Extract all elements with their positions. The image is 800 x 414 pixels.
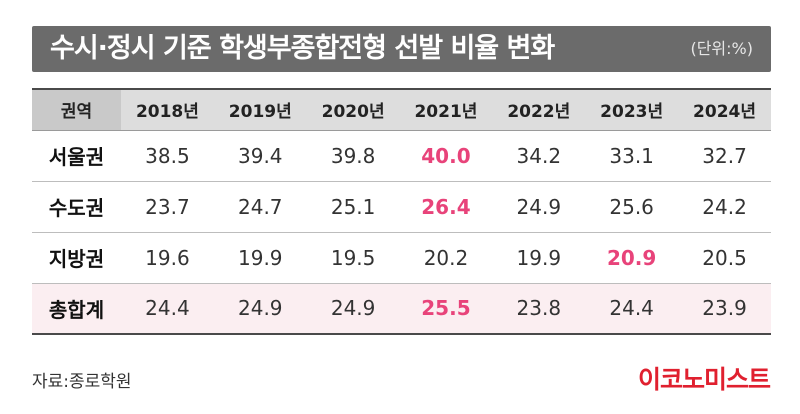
table-row: 지방권 19.6 19.9 19.5 20.2 19.9 20.9 20.5 <box>32 232 771 284</box>
value-cell: 34.2 <box>492 130 586 182</box>
value-cell: 23.7 <box>121 181 214 233</box>
value-cell: 19.9 <box>492 232 586 284</box>
value-cell: 19.9 <box>213 232 307 284</box>
value-cell: 23.8 <box>492 283 586 335</box>
value-cell: 25.1 <box>306 181 400 233</box>
title-bar: 수시·정시 기준 학생부종합전형 선발 비율 변화 (단위:%) <box>32 26 771 72</box>
value-cell: 40.0 <box>399 130 493 182</box>
value-cell: 39.8 <box>306 130 400 182</box>
value-cell: 23.9 <box>678 283 771 335</box>
header-year: 2024년 <box>678 88 771 131</box>
source-note: 자료:종로학원 <box>32 372 132 392</box>
value-cell: 24.4 <box>585 283 679 335</box>
value-cell: 19.6 <box>121 232 214 284</box>
value-cell: 24.7 <box>213 181 307 233</box>
header-year: 2018년 <box>121 88 214 131</box>
page-title: 수시·정시 기준 학생부종합전형 선발 비율 변화 <box>50 33 555 64</box>
value-cell: 26.4 <box>399 181 493 233</box>
header-region: 권역 <box>32 88 121 131</box>
value-cell: 39.4 <box>213 130 307 182</box>
table-row: 수도권 23.7 24.7 25.1 26.4 24.9 25.6 24.2 <box>32 181 771 233</box>
value-cell: 25.6 <box>585 181 679 233</box>
region-cell: 서울권 <box>32 130 121 182</box>
value-cell: 20.9 <box>585 232 679 284</box>
value-cell: 20.2 <box>399 232 493 284</box>
value-cell: 24.9 <box>213 283 307 335</box>
value-cell: 32.7 <box>678 130 771 182</box>
table-header-row: 권역 2018년 2019년 2020년 2021년 2022년 2023년 2… <box>32 88 771 131</box>
value-cell: 24.9 <box>492 181 586 233</box>
value-cell: 19.5 <box>306 232 400 284</box>
region-cell: 수도권 <box>32 181 121 233</box>
region-cell: 지방권 <box>32 232 121 284</box>
value-cell: 20.5 <box>678 232 771 284</box>
region-cell: 총합계 <box>32 283 121 335</box>
table-row: 서울권 38.5 39.4 39.8 40.0 34.2 33.1 32.7 <box>32 130 771 182</box>
header-year: 2019년 <box>213 88 307 131</box>
value-cell: 33.1 <box>585 130 679 182</box>
value-cell: 24.9 <box>306 283 400 335</box>
data-table: 권역 2018년 2019년 2020년 2021년 2022년 2023년 2… <box>32 88 771 335</box>
header-year: 2021년 <box>399 88 493 131</box>
header-year: 2020년 <box>306 88 400 131</box>
header-year: 2023년 <box>585 88 679 131</box>
value-cell: 24.2 <box>678 181 771 233</box>
value-cell: 25.5 <box>399 283 493 335</box>
unit-label: (단위:%) <box>690 39 753 58</box>
value-cell: 24.4 <box>121 283 214 335</box>
table-row: 총합계 24.4 24.9 24.9 25.5 23.8 24.4 23.9 <box>32 283 771 335</box>
value-cell: 38.5 <box>121 130 214 182</box>
header-year: 2022년 <box>492 88 586 131</box>
brand-logo: 이코노미스트 <box>637 365 771 394</box>
